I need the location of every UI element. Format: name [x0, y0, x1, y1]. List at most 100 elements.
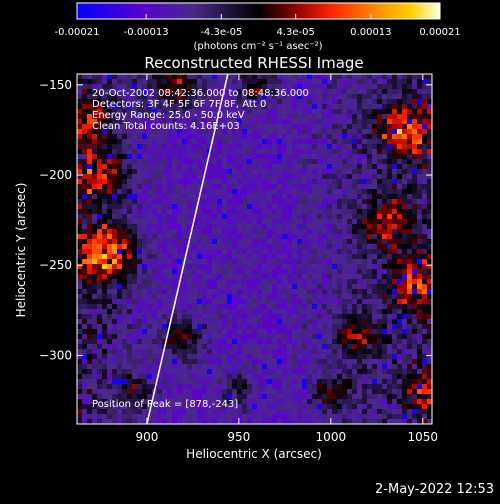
heatmap-cell: [382, 354, 387, 359]
heatmap-cell: [142, 209, 147, 214]
heatmap-cell: [77, 259, 82, 264]
heatmap-cell: [292, 369, 297, 374]
heatmap-cell: [342, 104, 347, 109]
heatmap-cell: [347, 329, 352, 334]
heatmap-cell: [167, 179, 172, 184]
heatmap-cell: [202, 324, 207, 329]
heatmap-cell: [217, 234, 222, 239]
heatmap-cell: [162, 284, 167, 289]
heatmap-cell: [387, 254, 392, 259]
heatmap-cell: [307, 224, 312, 229]
heatmap-cell: [357, 199, 362, 204]
heatmap-cell: [342, 114, 347, 119]
heatmap-cell: [322, 89, 327, 94]
heatmap-cell: [202, 189, 207, 194]
heatmap-cell: [137, 379, 142, 384]
heatmap-cell: [162, 414, 167, 419]
heatmap-cell: [292, 179, 297, 184]
heatmap-cell: [267, 129, 272, 134]
heatmap-cell: [257, 404, 262, 409]
heatmap-cell: [372, 359, 377, 364]
heatmap-cell: [182, 179, 187, 184]
heatmap-cell: [267, 334, 272, 339]
heatmap-cell: [207, 209, 212, 214]
heatmap-cell: [247, 119, 252, 124]
heatmap-cell: [337, 239, 342, 244]
heatmap-cell: [367, 124, 372, 129]
heatmap-cell: [232, 329, 237, 334]
heatmap-cell: [372, 349, 377, 354]
heatmap-cell: [382, 234, 387, 239]
heatmap-cell: [87, 369, 92, 374]
heatmap-cell: [112, 79, 117, 84]
heatmap-cell: [262, 219, 267, 224]
heatmap-cell: [167, 269, 172, 274]
heatmap-cell: [272, 224, 277, 229]
heatmap-cell: [367, 254, 372, 259]
heatmap-cell: [297, 299, 302, 304]
heatmap-cell: [417, 294, 422, 299]
heatmap-cell: [362, 129, 367, 134]
heatmap-cell: [382, 109, 387, 114]
heatmap-cell: [77, 269, 82, 274]
heatmap-cell: [372, 194, 377, 199]
heatmap-cell: [292, 339, 297, 344]
heatmap-cell: [247, 414, 252, 419]
heatmap-cell: [347, 79, 352, 84]
heatmap-cell: [382, 289, 387, 294]
heatmap-cell: [112, 254, 117, 259]
heatmap-cell: [332, 354, 337, 359]
heatmap-cell: [357, 99, 362, 104]
heatmap-cell: [392, 94, 397, 99]
heatmap-cell: [347, 249, 352, 254]
heatmap-cell: [217, 299, 222, 304]
heatmap-cell: [82, 394, 87, 399]
heatmap-cell: [362, 324, 367, 329]
heatmap-cell: [257, 304, 262, 309]
heatmap-cell: [152, 344, 157, 349]
heatmap-cell: [252, 139, 257, 144]
heatmap-cell: [277, 399, 282, 404]
heatmap-cell: [362, 124, 367, 129]
heatmap-cell: [312, 314, 317, 319]
heatmap-cell: [307, 199, 312, 204]
heatmap-cell: [82, 344, 87, 349]
heatmap-cell: [332, 254, 337, 259]
heatmap-cell: [397, 224, 402, 229]
heatmap-cell: [377, 79, 382, 84]
heatmap-cell: [267, 384, 272, 389]
heatmap-cell: [347, 194, 352, 199]
heatmap-cell: [422, 374, 427, 379]
heatmap-cell: [187, 329, 192, 334]
heatmap-cell: [237, 164, 242, 169]
heatmap-cell: [347, 289, 352, 294]
heatmap-cell: [382, 259, 387, 264]
heatmap-cell: [77, 104, 82, 109]
heatmap-cell: [337, 349, 342, 354]
heatmap-cell: [417, 219, 422, 224]
heatmap-cell: [77, 204, 82, 209]
heatmap-cell: [262, 174, 267, 179]
heatmap-cell: [367, 94, 372, 99]
heatmap-cell: [422, 379, 427, 384]
heatmap-cell: [337, 364, 342, 369]
heatmap-cell: [422, 144, 427, 149]
heatmap-cell: [377, 94, 382, 99]
heatmap-cell: [382, 134, 387, 139]
heatmap-cell: [207, 279, 212, 284]
heatmap-cell: [207, 254, 212, 259]
colorbar-tick-label: -0.00021: [55, 27, 100, 38]
heatmap-cell: [357, 119, 362, 124]
heatmap-cell: [117, 369, 122, 374]
heatmap-cell: [197, 244, 202, 249]
heatmap-cell: [177, 379, 182, 384]
heatmap-cell: [397, 154, 402, 159]
heatmap-cell: [197, 329, 202, 334]
heatmap-cell: [312, 354, 317, 359]
heatmap-cell: [167, 264, 172, 269]
heatmap-cell: [217, 269, 222, 274]
heatmap-cell: [222, 289, 227, 294]
heatmap-cell: [362, 89, 367, 94]
heatmap-cell: [397, 99, 402, 104]
heatmap-cell: [377, 399, 382, 404]
